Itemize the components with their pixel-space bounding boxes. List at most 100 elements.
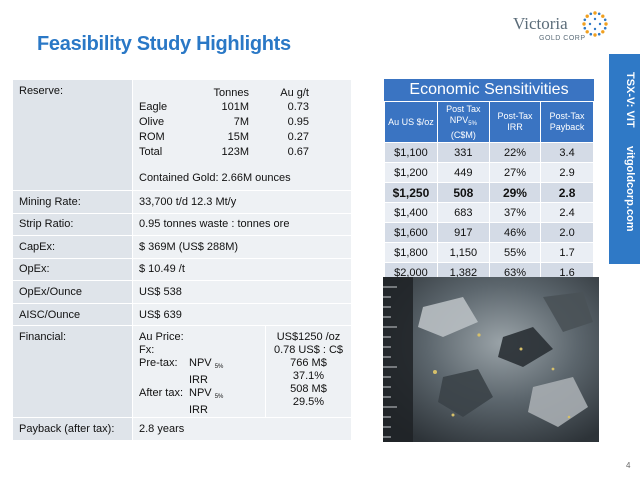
header-price: Au US $/oz (384, 101, 438, 143)
reserve-row-grade: 0.95 (287, 116, 309, 128)
cell-payback: 3.4 (540, 142, 594, 163)
logo-sub: GOLD CORP (539, 35, 586, 42)
pretax-label: Pre-tax: (139, 357, 178, 370)
aftertax-irr-value: 29.5% (292, 396, 325, 409)
aisc-value: US$ 639 (132, 302, 352, 327)
cell-price: $1,400 (384, 202, 438, 223)
mining-rate-label: Mining Rate: (12, 190, 133, 214)
cell-irr: 37% (488, 202, 542, 223)
opex-label: OpEx: (12, 257, 133, 282)
au-price-value: US$1250 /oz (276, 331, 341, 344)
header-npv-line1: Post Tax (446, 103, 481, 114)
financial-label: Financial: (12, 325, 133, 419)
header-irr: Post-Tax IRR (488, 101, 542, 143)
econ-table: Au US $/oz Post Tax NPV5% (C$M) Post-Tax… (384, 101, 594, 283)
victoria-logo: Victoria GOLD CORP (513, 8, 608, 48)
pretax-irr-label: IRR (189, 374, 208, 387)
npv-subscript: 5% (214, 364, 224, 371)
cell-price: $1,200 (384, 162, 438, 183)
aftertax-npv-label: NPV 5% (189, 387, 259, 404)
reserve-row-name: Eagle (139, 101, 168, 113)
header-npv-sub: 5% (468, 120, 477, 127)
pretax-npv-value: 766 M$ (290, 357, 327, 370)
reserve-row-grade: 0.27 (287, 131, 309, 143)
financial-left-cell: Au Price: Fx: Pre-tax: NPV 5% IRR After … (132, 325, 266, 419)
reserve-row-grade: 0.73 (287, 101, 309, 113)
aisc-label: AISC/Ounce (12, 302, 133, 327)
au-price-label: Au Price: (139, 331, 184, 344)
cell-npv: 508 (436, 182, 490, 203)
econ-table-title: Economic Sensitivities (384, 79, 594, 101)
pretax-irr-value: 37.1% (292, 370, 325, 383)
reserve-label: Reserve: (12, 79, 133, 191)
pretax-npv-label: NPV 5% (189, 357, 259, 374)
opex-value: $ 10.49 /t (132, 257, 352, 282)
cell-irr: 46% (488, 222, 542, 243)
reserve-row-name: Olive (139, 116, 165, 128)
cell-payback: 2.4 (540, 202, 594, 223)
reserve-row-name: Total (139, 146, 163, 158)
payback-value: 2.8 years (132, 417, 352, 441)
cell-price: $1,250 (384, 182, 438, 203)
financial-right-cell: US$1250 /oz 0.78 US$ : C$ 766 M$ 37.1% 5… (265, 325, 352, 419)
reserve-row-tonnes: 15M (227, 131, 249, 143)
payback-label: Payback (after tax): (12, 417, 133, 441)
capex-label: CapEx: (12, 235, 133, 259)
cell-payback: 2.9 (540, 162, 594, 183)
cell-irr: 29% (488, 182, 542, 203)
slide-title: Feasibility Study Highlights (37, 33, 291, 55)
contained-gold: Contained Gold: 2.66M ounces (139, 172, 291, 184)
opex-ounce-value: US$ 538 (132, 280, 352, 304)
cell-price: $1,100 (384, 142, 438, 163)
cell-npv: 449 (436, 162, 490, 183)
cell-price: $1,800 (384, 242, 438, 263)
financial-values: US$1250 /oz 0.78 US$ : C$ 766 M$ 37.1% 5… (272, 331, 345, 409)
aftertax-npv-value: 508 M$ (290, 383, 327, 396)
header-npv-line3: (C$M) (450, 129, 476, 140)
header-payback: Post-Tax Payback (540, 101, 594, 143)
cell-irr: 55% (488, 242, 542, 263)
sidebar-band: TSX-V: VIT vitgoldcorp.com (609, 54, 640, 264)
cell-payback: 1.7 (540, 242, 594, 263)
reserve-row-tonnes: 123M (221, 146, 249, 158)
starburst-icon (582, 11, 608, 37)
cell-irr: 22% (488, 142, 542, 163)
mining-rate-value: 33,700 t/d 12.3 Mt/y (132, 190, 352, 214)
npv-text: NPV (189, 357, 212, 370)
cell-price: $1,600 (384, 222, 438, 243)
header-npv: Post Tax NPV5% (C$M) (436, 101, 490, 143)
npv-subscript: 5% (214, 394, 224, 401)
grade-header: Au g/t (280, 87, 309, 99)
cell-npv: 331 (436, 142, 490, 163)
ticker-label: TSX-V: VIT (624, 72, 636, 128)
cell-npv: 917 (436, 222, 490, 243)
page-number: 4 (626, 461, 631, 470)
financial-labels: Au Price: Fx: Pre-tax: NPV 5% IRR After … (139, 331, 259, 417)
cell-npv: 1,150 (436, 242, 490, 263)
capex-value: $ 369M (US$ 288M) (132, 235, 352, 259)
header-npv-line2: NPV (449, 114, 469, 125)
reserve-row-tonnes: 101M (221, 101, 249, 113)
aftertax-label: After tax: (139, 387, 184, 400)
reserve-grid: Tonnes Au g/t Eagle 101M 0.73 Olive 7M 0… (139, 87, 345, 160)
cell-payback: 2.8 (540, 182, 594, 203)
reserve-row-name: ROM (139, 131, 165, 143)
strip-ratio-value: 0.95 tonnes waste : tonnes ore (132, 212, 352, 237)
reserve-row-tonnes: 7M (233, 116, 249, 128)
ore-sample-photo (383, 277, 599, 442)
fx-label: Fx: (139, 344, 155, 357)
npv-text: NPV (189, 387, 212, 400)
tonnes-header: Tonnes (213, 87, 249, 99)
strip-ratio-label: Strip Ratio: (12, 212, 133, 237)
cell-irr: 27% (488, 162, 542, 183)
fx-value: 0.78 US$ : C$ (273, 344, 344, 357)
cell-npv: 683 (436, 202, 490, 223)
reserve-cell: Tonnes Au g/t Eagle 101M 0.73 Olive 7M 0… (132, 79, 352, 191)
logo-name: Victoria (513, 14, 568, 33)
opex-ounce-label: OpEx/Ounce (12, 280, 133, 304)
website-label: vitgoldcorp.com (624, 146, 636, 232)
aftertax-irr-label: IRR (189, 404, 208, 417)
highlights-table: Reserve: Tonnes Au g/t Eagle 101M 0.73 O… (12, 79, 352, 441)
reserve-row-grade: 0.67 (287, 146, 309, 158)
cell-payback: 2.0 (540, 222, 594, 243)
